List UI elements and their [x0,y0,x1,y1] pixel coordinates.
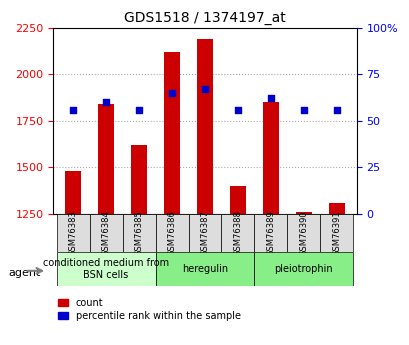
FancyBboxPatch shape [254,214,287,252]
Text: pleiotrophin: pleiotrophin [274,264,333,274]
Point [267,96,274,101]
Text: GSM76390: GSM76390 [299,210,308,256]
FancyBboxPatch shape [188,214,221,252]
Point [234,107,240,112]
Point [103,99,109,105]
Point [70,107,76,112]
FancyBboxPatch shape [155,214,188,252]
Text: GSM76386: GSM76386 [167,210,176,256]
FancyBboxPatch shape [122,214,155,252]
Text: GSM76389: GSM76389 [266,210,275,256]
Title: GDS1518 / 1374197_at: GDS1518 / 1374197_at [124,11,285,25]
Text: conditioned medium from
BSN cells: conditioned medium from BSN cells [43,258,169,280]
Legend: count, percentile rank within the sample: count, percentile rank within the sample [58,298,240,321]
FancyBboxPatch shape [320,214,353,252]
Point [333,107,339,112]
Text: GSM76384: GSM76384 [101,210,110,256]
Bar [130,145,147,214]
Text: heregulin: heregulin [182,264,227,274]
Bar [328,203,344,214]
Point [201,86,208,92]
FancyBboxPatch shape [56,214,89,252]
Text: GSM76383: GSM76383 [68,210,77,256]
Bar [65,171,81,214]
Point [300,107,306,112]
Text: GSM76391: GSM76391 [332,210,341,256]
FancyBboxPatch shape [254,252,353,286]
Text: GSM76385: GSM76385 [134,210,143,256]
Bar [229,186,246,214]
FancyBboxPatch shape [287,214,320,252]
Bar [163,52,180,214]
Text: agent: agent [8,268,40,277]
Bar [295,212,311,214]
Point [135,107,142,112]
Text: GSM76387: GSM76387 [200,210,209,256]
Text: GSM76388: GSM76388 [233,210,242,256]
FancyBboxPatch shape [56,252,155,286]
FancyBboxPatch shape [155,252,254,286]
Bar [98,104,114,214]
Point [169,90,175,96]
FancyBboxPatch shape [89,214,122,252]
Bar [196,39,213,214]
Bar [262,102,279,214]
FancyBboxPatch shape [221,214,254,252]
